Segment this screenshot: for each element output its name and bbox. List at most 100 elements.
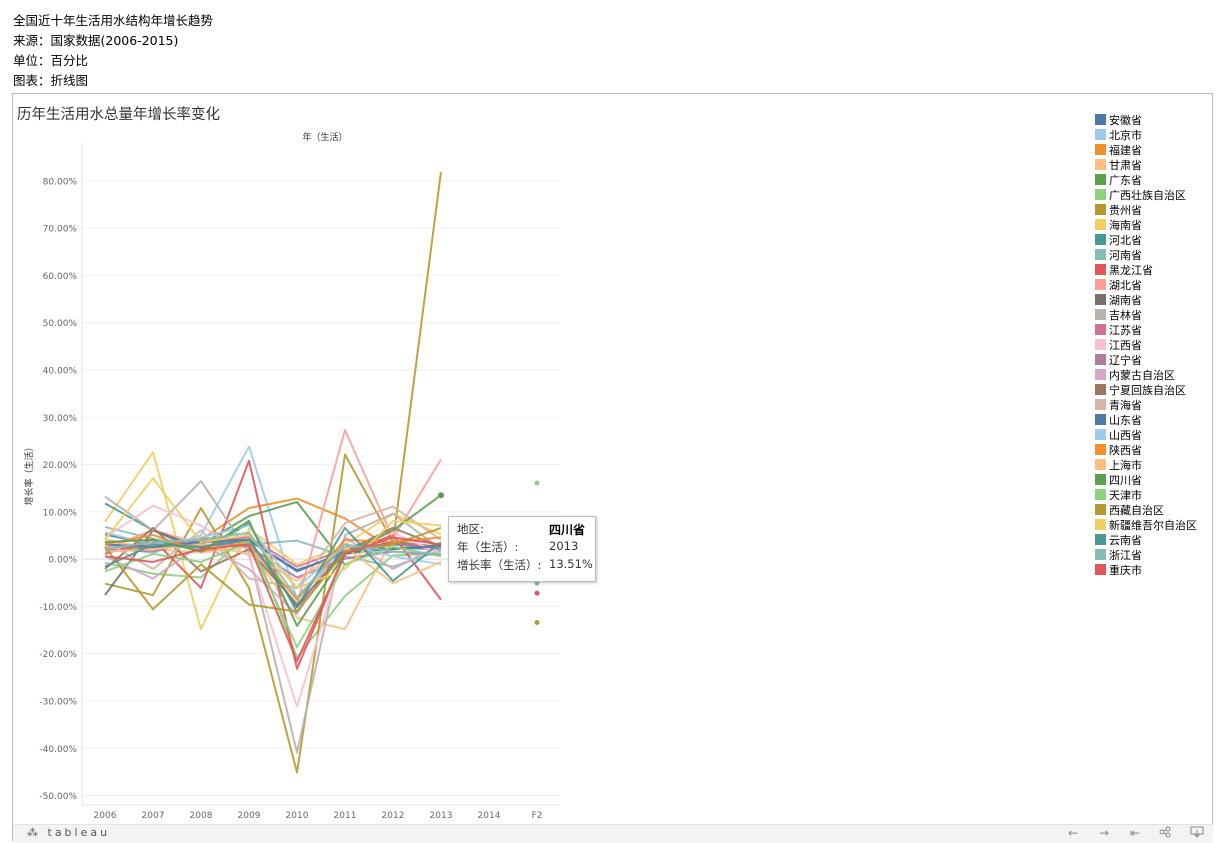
legend-label: 河北省 xyxy=(1109,233,1142,247)
x-tick-label: 2009 xyxy=(238,811,261,821)
legend-swatch xyxy=(1095,339,1106,350)
tooltip-year-key: 年（生活）: xyxy=(457,540,519,554)
series-line[interactable] xyxy=(104,536,442,615)
legend-item[interactable]: 贵州省 xyxy=(1095,202,1197,217)
view-title: 历年生活用水总量年增长率变化 xyxy=(17,107,220,123)
legend-label: 上海市 xyxy=(1109,458,1142,472)
dashboard-title: 全国近十年生活用水结构年增长趋势 xyxy=(13,13,214,28)
legend-item[interactable]: 内蒙古自治区 xyxy=(1095,367,1197,382)
legend-swatch xyxy=(1095,144,1106,155)
legend-item[interactable]: 海南省 xyxy=(1095,217,1197,232)
color-legend[interactable]: 安徽省 北京市 福建省 甘肃省 广东省 广西壮族自治区 贵州省 海南省 河北省 河南省 黑龙江省 湖北… xyxy=(1095,112,1197,577)
forecast-point[interactable] xyxy=(534,590,540,596)
legend-label: 河南省 xyxy=(1109,248,1142,262)
legend-label: 北京市 xyxy=(1109,128,1142,142)
legend-item[interactable]: 四川省 xyxy=(1095,472,1197,487)
legend-item[interactable]: 青海省 xyxy=(1095,397,1197,412)
x-tick-label: 2014 xyxy=(478,811,501,821)
legend-label: 西藏自治区 xyxy=(1109,503,1164,517)
viz-frame xyxy=(12,93,1213,841)
legend-item[interactable]: 新疆维吾尔自治区 xyxy=(1095,517,1197,532)
series-line[interactable] xyxy=(104,505,442,589)
series-line[interactable] xyxy=(104,504,442,708)
legend-item[interactable]: 广东省 xyxy=(1095,172,1197,187)
y-tick-label: 50.00% xyxy=(43,319,78,329)
legend-label: 新疆维吾尔自治区 xyxy=(1109,518,1197,532)
legend-label: 四川省 xyxy=(1109,473,1142,487)
legend-item[interactable]: 江苏省 xyxy=(1095,322,1197,337)
x-tick-label: 2012 xyxy=(382,811,405,821)
y-tick-label: 60.00% xyxy=(43,272,78,282)
legend-item[interactable]: 云南省 xyxy=(1095,532,1197,547)
legend-item[interactable]: 湖南省 xyxy=(1095,292,1197,307)
legend-item[interactable]: 陕西省 xyxy=(1095,442,1197,457)
legend-item[interactable]: 宁夏回族自治区 xyxy=(1095,382,1197,397)
legend-item[interactable]: 浙江省 xyxy=(1095,547,1197,562)
legend-swatch xyxy=(1095,294,1106,305)
legend-label: 辽宁省 xyxy=(1109,353,1142,367)
legend-label: 广西壮族自治区 xyxy=(1109,188,1186,202)
y-axis-title: 增长率（生活） xyxy=(23,442,35,505)
series-line[interactable] xyxy=(104,477,442,589)
x-tick-label: F2 xyxy=(532,811,543,821)
page-header: 全国近十年生活用水结构年增长趋势 来源：国家数据(2006-2015) 单位：百… xyxy=(13,11,213,91)
legend-item[interactable]: 吉林省 xyxy=(1095,307,1197,322)
legend-item[interactable]: 安徽省 xyxy=(1095,112,1197,127)
series-line[interactable] xyxy=(104,526,442,608)
legend-item[interactable]: 山西省 xyxy=(1095,427,1197,442)
tooltip-region-value: 四川省 xyxy=(549,523,586,537)
forecast-point[interactable] xyxy=(534,619,540,625)
y-tick-label: 70.00% xyxy=(43,225,78,235)
legend-item[interactable]: 黑龙江省 xyxy=(1095,262,1197,277)
y-tick-label: -10.00% xyxy=(39,603,77,613)
series-line[interactable] xyxy=(104,531,442,599)
legend-item[interactable]: 西藏自治区 xyxy=(1095,502,1197,517)
y-tick-label: 10.00% xyxy=(43,508,78,518)
legend-swatch xyxy=(1095,249,1106,260)
legend-item[interactable]: 天津市 xyxy=(1095,487,1197,502)
forecast-point[interactable] xyxy=(534,480,540,486)
legend-item[interactable]: 河南省 xyxy=(1095,247,1197,262)
tooltip-rate-key: 增长率（生活）: xyxy=(457,558,542,572)
tableau-logo[interactable]: ⁂ tableau xyxy=(27,826,111,839)
download-button[interactable] xyxy=(1190,826,1204,841)
share-button[interactable] xyxy=(1159,826,1171,841)
legend-swatch xyxy=(1095,114,1106,125)
tableau-toolbar: ⁂ tableau ← → ⇤ xyxy=(13,824,1213,843)
legend-label: 广东省 xyxy=(1109,173,1142,187)
legend-item[interactable]: 辽宁省 xyxy=(1095,352,1197,367)
legend-item[interactable]: 湖北省 xyxy=(1095,277,1197,292)
legend-item[interactable]: 甘肃省 xyxy=(1095,157,1197,172)
legend-item[interactable]: 山东省 xyxy=(1095,412,1197,427)
tooltip-year-value: 2013 xyxy=(549,539,579,553)
legend-swatch xyxy=(1095,324,1106,335)
legend-swatch xyxy=(1095,384,1106,395)
legend-swatch xyxy=(1095,414,1106,425)
redo-button[interactable]: → xyxy=(1099,826,1110,840)
series-line[interactable] xyxy=(104,480,442,754)
legend-item[interactable]: 广西壮族自治区 xyxy=(1095,187,1197,202)
legend-label: 天津市 xyxy=(1109,488,1142,502)
legend-item[interactable]: 上海市 xyxy=(1095,457,1197,472)
legend-label: 贵州省 xyxy=(1109,203,1142,217)
legend-swatch xyxy=(1095,534,1106,545)
revert-button[interactable]: ⇤ xyxy=(1130,826,1141,840)
y-tick-label: 80.00% xyxy=(43,177,78,187)
legend-label: 湖南省 xyxy=(1109,293,1142,307)
series-line[interactable] xyxy=(104,543,442,585)
series-line[interactable] xyxy=(104,536,442,663)
legend-item[interactable]: 福建省 xyxy=(1095,142,1197,157)
y-tick-label: 30.00% xyxy=(43,414,78,424)
legend-item[interactable]: 江西省 xyxy=(1095,337,1197,352)
series-line[interactable] xyxy=(104,526,442,613)
series-line[interactable] xyxy=(104,524,442,589)
undo-button[interactable]: ← xyxy=(1068,826,1079,840)
legend-swatch xyxy=(1095,474,1106,485)
series-line[interactable] xyxy=(104,171,442,774)
legend-label: 山西省 xyxy=(1109,428,1142,442)
legend-item[interactable]: 河北省 xyxy=(1095,232,1197,247)
legend-item[interactable]: 北京市 xyxy=(1095,127,1197,142)
series-line[interactable] xyxy=(104,526,442,606)
legend-item[interactable]: 重庆市 xyxy=(1095,562,1197,577)
